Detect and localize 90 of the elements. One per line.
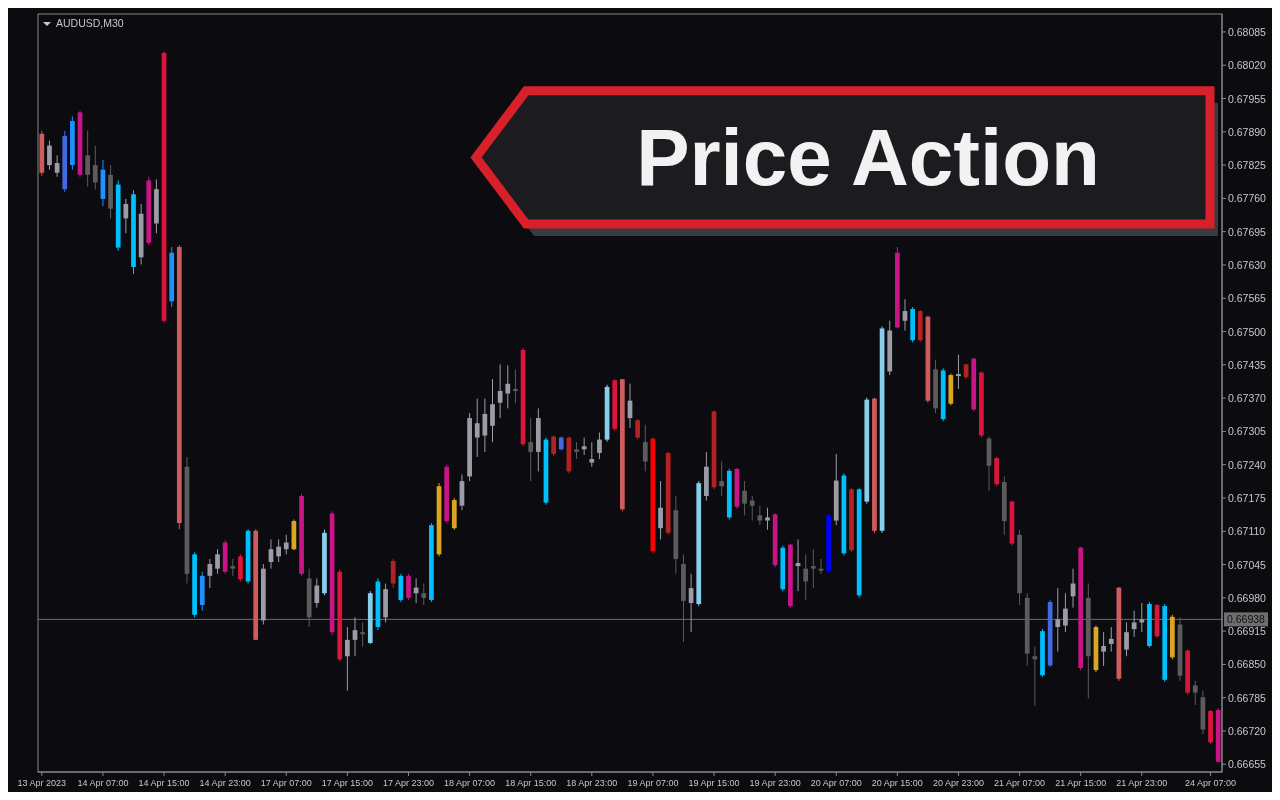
- annotation: Price Action: [636, 113, 1100, 203]
- candlestick: [345, 626, 350, 692]
- candlestick: [810, 548, 816, 589]
- x-tick-label: 19 Apr 23:00: [749, 778, 801, 788]
- y-tick-label: 0.67370: [1228, 392, 1267, 405]
- x-tick-label: 14 Apr 07:00: [77, 778, 129, 788]
- y-tick-label: 0.67760: [1228, 192, 1267, 205]
- x-tick-label: 18 Apr 23:00: [566, 778, 618, 788]
- candlestick: [497, 363, 503, 419]
- y-tick-label: 0.67565: [1228, 292, 1267, 305]
- candlestick: [47, 140, 52, 171]
- candlestick: [528, 417, 534, 482]
- candlestick: [1139, 602, 1145, 633]
- x-tick-label: 20 Apr 15:00: [871, 778, 923, 788]
- candlestick: [490, 378, 495, 443]
- candlestick: [803, 553, 809, 601]
- y-tick-label: 0.67435: [1228, 358, 1267, 371]
- x-tick-label: 24 Apr 07:00: [1185, 778, 1237, 788]
- candlestick: [956, 354, 961, 390]
- candlestick: [85, 130, 91, 188]
- candlestick: [642, 424, 648, 472]
- y-tick-label: 0.67175: [1228, 491, 1267, 504]
- candlestick: [742, 480, 747, 516]
- candlestick: [123, 198, 129, 234]
- candlestick: [597, 431, 602, 460]
- y-tick-label: 0.67240: [1228, 458, 1267, 471]
- candlestick: [1055, 587, 1061, 653]
- candlestick: [551, 435, 556, 457]
- y-tick-label: 0.66655: [1228, 758, 1267, 771]
- x-tick-label: 21 Apr 23:00: [1116, 778, 1168, 788]
- y-tick-label: 0.67045: [1228, 558, 1267, 571]
- candlestick: [635, 418, 641, 441]
- candlestick: [276, 538, 281, 563]
- x-tick-label: 13 Apr 2023: [17, 778, 67, 788]
- x-tick-label: 17 Apr 23:00: [382, 778, 434, 788]
- x-tick-label: 14 Apr 15:00: [138, 778, 190, 788]
- candlestick: [421, 583, 427, 606]
- y-tick-label: 0.67500: [1228, 325, 1267, 338]
- y-tick-label: 0.67305: [1228, 425, 1267, 438]
- chart-title: AUDUSD,M30: [56, 17, 124, 29]
- y-tick-label: 0.67110: [1228, 525, 1266, 538]
- candlestick: [505, 364, 511, 409]
- x-tick-label: 17 Apr 07:00: [260, 778, 312, 788]
- candlestick: [589, 441, 595, 468]
- y-tick-label: 0.66980: [1228, 591, 1267, 604]
- candlestick: [1124, 621, 1129, 657]
- x-tick-label: 18 Apr 07:00: [444, 778, 496, 788]
- candlestick: [360, 621, 366, 648]
- x-tick-label: 18 Apr 15:00: [505, 778, 557, 788]
- y-tick-label: 0.67695: [1228, 225, 1267, 238]
- y-tick-label: 0.67890: [1228, 125, 1267, 138]
- candlestick: [238, 553, 243, 582]
- candlestick: [1108, 626, 1114, 653]
- candlestick: [765, 507, 770, 531]
- candlestick: [215, 548, 220, 575]
- x-tick-label: 21 Apr 07:00: [994, 778, 1046, 788]
- candlestick: [749, 495, 755, 522]
- candlestick: [482, 398, 488, 453]
- candlestick: [1192, 680, 1198, 706]
- ref-line-label: 0.66938: [1227, 613, 1266, 626]
- candlestick: [1032, 646, 1038, 707]
- x-tick-label: 20 Apr 07:00: [810, 778, 862, 788]
- x-tick-label: 20 Apr 23:00: [932, 778, 984, 788]
- y-tick-label: 0.67630: [1228, 258, 1267, 271]
- x-tick-label: 17 Apr 15:00: [321, 778, 373, 788]
- x-tick-label: 21 Apr 15:00: [1055, 778, 1107, 788]
- candlestick: [1131, 610, 1137, 638]
- y-tick-label: 0.66720: [1228, 725, 1267, 738]
- candlestick: [314, 577, 320, 609]
- candlestick: [390, 558, 396, 589]
- y-tick-label: 0.67825: [1228, 159, 1267, 172]
- x-tick-label: 19 Apr 07:00: [627, 778, 679, 788]
- candlestick: [757, 505, 763, 526]
- candlestick: [406, 573, 411, 601]
- candlestick: [1063, 592, 1068, 633]
- candlestick: [283, 534, 289, 555]
- y-tick-label: 0.66785: [1228, 691, 1267, 704]
- y-tick-label: 0.68085: [1228, 25, 1267, 38]
- candlestick: [92, 145, 98, 191]
- y-tick-label: 0.66915: [1228, 625, 1267, 638]
- candlestick: [513, 368, 518, 404]
- x-tick-label: 14 Apr 23:00: [199, 778, 251, 788]
- candlestick: [474, 398, 480, 458]
- y-tick-label: 0.68020: [1228, 59, 1267, 72]
- y-tick-label: 0.67955: [1228, 92, 1267, 105]
- candlestick: [658, 480, 663, 540]
- y-tick-label: 0.66850: [1228, 658, 1267, 671]
- candlestick: [1101, 631, 1106, 667]
- x-tick-label: 19 Apr 15:00: [688, 778, 740, 788]
- candlestick: [719, 461, 725, 497]
